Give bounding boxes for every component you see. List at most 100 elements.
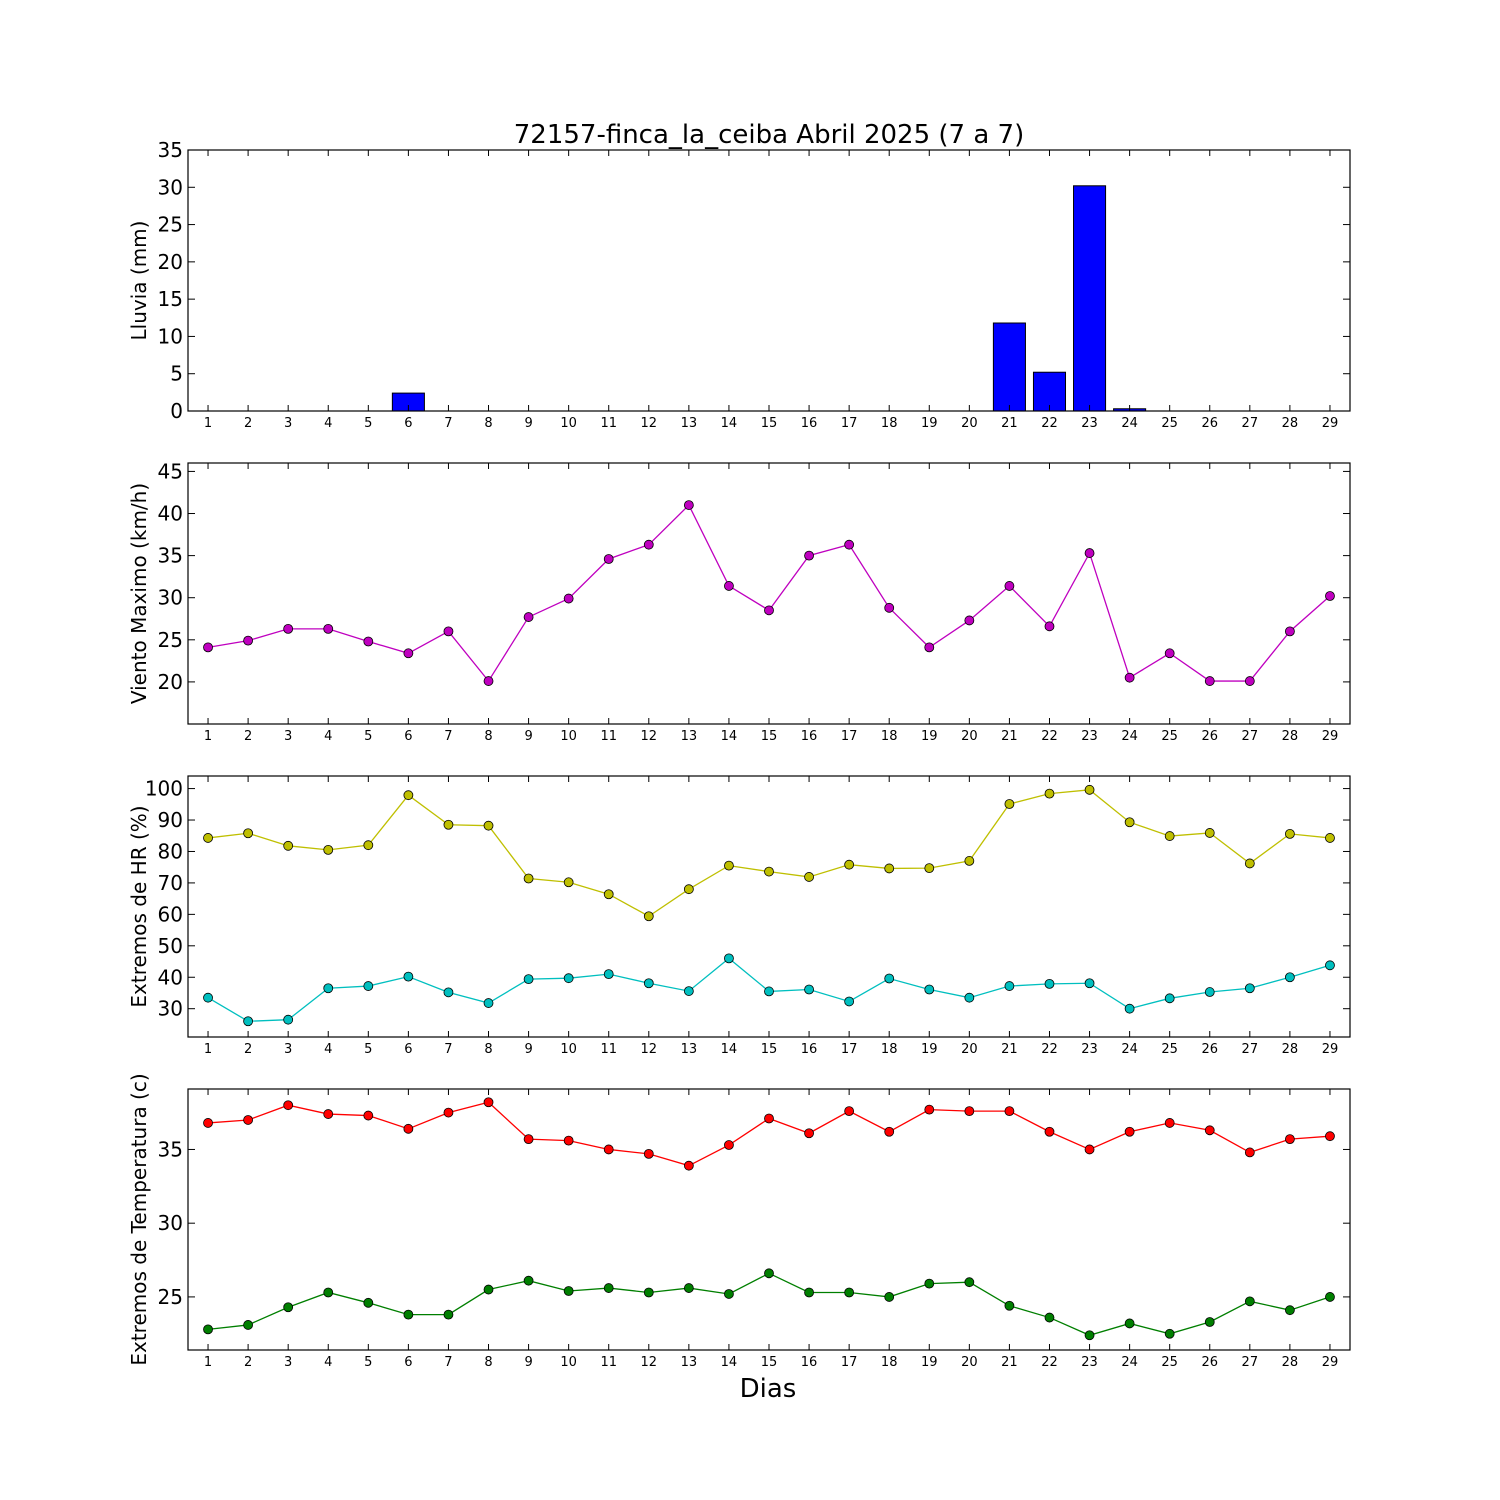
data-point [1044, 1312, 1055, 1323]
y-tick-label: 60 [158, 902, 183, 926]
x-tick-label: 23 [1081, 416, 1098, 431]
y-tick-label: 35 [158, 138, 183, 162]
y-axis-label: Lluvia (mm) [127, 221, 151, 341]
x-tick-label: 2 [244, 416, 252, 431]
data-point [1244, 1147, 1255, 1158]
x-tick-label: 15 [761, 1042, 778, 1057]
x-tick-label: 5 [364, 729, 372, 744]
x-tick-label: 29 [1322, 729, 1339, 744]
data-point [884, 602, 895, 613]
x-tick-label: 4 [324, 416, 332, 431]
x-tick-label: 9 [524, 1355, 532, 1370]
data-point [443, 1309, 454, 1320]
x-tick-label: 18 [881, 729, 898, 744]
data-point [243, 635, 254, 646]
data-point [1124, 1126, 1135, 1137]
data-point [203, 1118, 213, 1128]
data-point [203, 1324, 213, 1335]
y-tick-label: 40 [158, 502, 183, 526]
data-point [1325, 1131, 1335, 1142]
x-tick-label: 29 [1322, 1355, 1339, 1370]
x-tick-label: 14 [721, 729, 738, 744]
data-point [844, 996, 855, 1007]
data-point [403, 790, 414, 801]
data-point [1164, 1118, 1175, 1128]
x-tick-label: 26 [1201, 729, 1218, 744]
data-point [1244, 858, 1255, 869]
x-tick-label: 25 [1161, 729, 1178, 744]
x-tick-label: 3 [284, 729, 292, 744]
y-tick-label: 30 [158, 997, 183, 1021]
data-point [643, 539, 654, 550]
y-tick-label: 15 [158, 287, 183, 311]
y-axis-label: Extremos de HR (%) [127, 805, 151, 1007]
x-tick-label: 7 [444, 729, 452, 744]
y-tick-label: 25 [158, 1285, 183, 1309]
x-tick-label: 2 [244, 729, 252, 744]
data-point [1244, 676, 1255, 686]
y-tick-label: 30 [158, 175, 183, 199]
data-point [243, 828, 254, 839]
data-point [1284, 828, 1295, 839]
data-point [724, 953, 734, 964]
x-tick-label: 19 [921, 416, 938, 431]
data-point [724, 860, 734, 871]
data-point [1084, 784, 1095, 795]
y-tick-label: 50 [158, 934, 183, 958]
y-tick-label: 25 [158, 213, 183, 237]
x-tick-label: 7 [444, 416, 452, 431]
data-point [1284, 1305, 1295, 1316]
data-point [643, 1148, 654, 1159]
data-point [764, 986, 774, 997]
y-tick-label: 80 [158, 839, 183, 863]
x-tick-label: 17 [841, 729, 858, 744]
x-tick-label: 25 [1161, 1355, 1178, 1370]
data-point [283, 623, 294, 634]
data-point [844, 539, 855, 550]
x-tick-label: 6 [404, 729, 412, 744]
data-point [804, 984, 814, 995]
x-tick-label: 16 [801, 729, 818, 744]
data-point [243, 1115, 254, 1125]
data-point [1004, 981, 1015, 991]
x-tick-label: 24 [1121, 729, 1138, 744]
data-point [844, 859, 855, 870]
x-tick-label: 11 [600, 1042, 617, 1057]
data-point [844, 1106, 855, 1117]
x-tick-label: 19 [921, 1355, 938, 1370]
data-point [764, 1268, 774, 1279]
x-tick-label: 7 [444, 1042, 452, 1057]
x-tick-label: 6 [404, 1042, 412, 1057]
x-tick-label: 14 [721, 416, 738, 431]
data-point [1084, 1144, 1095, 1155]
data-point [363, 1110, 374, 1121]
data-point [924, 642, 935, 653]
data-point [724, 581, 734, 591]
axes-frame [187, 1088, 1351, 1351]
data-point [924, 1278, 935, 1289]
x-tick-label: 27 [1242, 729, 1259, 744]
data-point [683, 1160, 694, 1171]
data-point [1044, 788, 1055, 799]
data-point [283, 1302, 294, 1313]
x-tick-label: 23 [1081, 1042, 1098, 1057]
data-point [603, 889, 614, 900]
x-axis-label: Dias [740, 1374, 797, 1404]
data-point [1044, 621, 1055, 632]
data-point [924, 984, 935, 995]
x-tick-label: 15 [761, 1355, 778, 1370]
x-tick-label: 20 [961, 1042, 978, 1057]
data-point [1004, 1300, 1015, 1311]
x-tick-label: 1 [204, 1355, 212, 1370]
data-point [884, 973, 895, 984]
data-point [363, 840, 374, 851]
data-point [1044, 978, 1055, 989]
x-tick-label: 13 [681, 1042, 698, 1057]
y-tick-label: 0 [170, 399, 183, 423]
x-tick-label: 29 [1322, 1042, 1339, 1057]
x-tick-label: 4 [324, 1355, 332, 1370]
data-point [323, 623, 334, 634]
x-tick-label: 14 [721, 1355, 738, 1370]
